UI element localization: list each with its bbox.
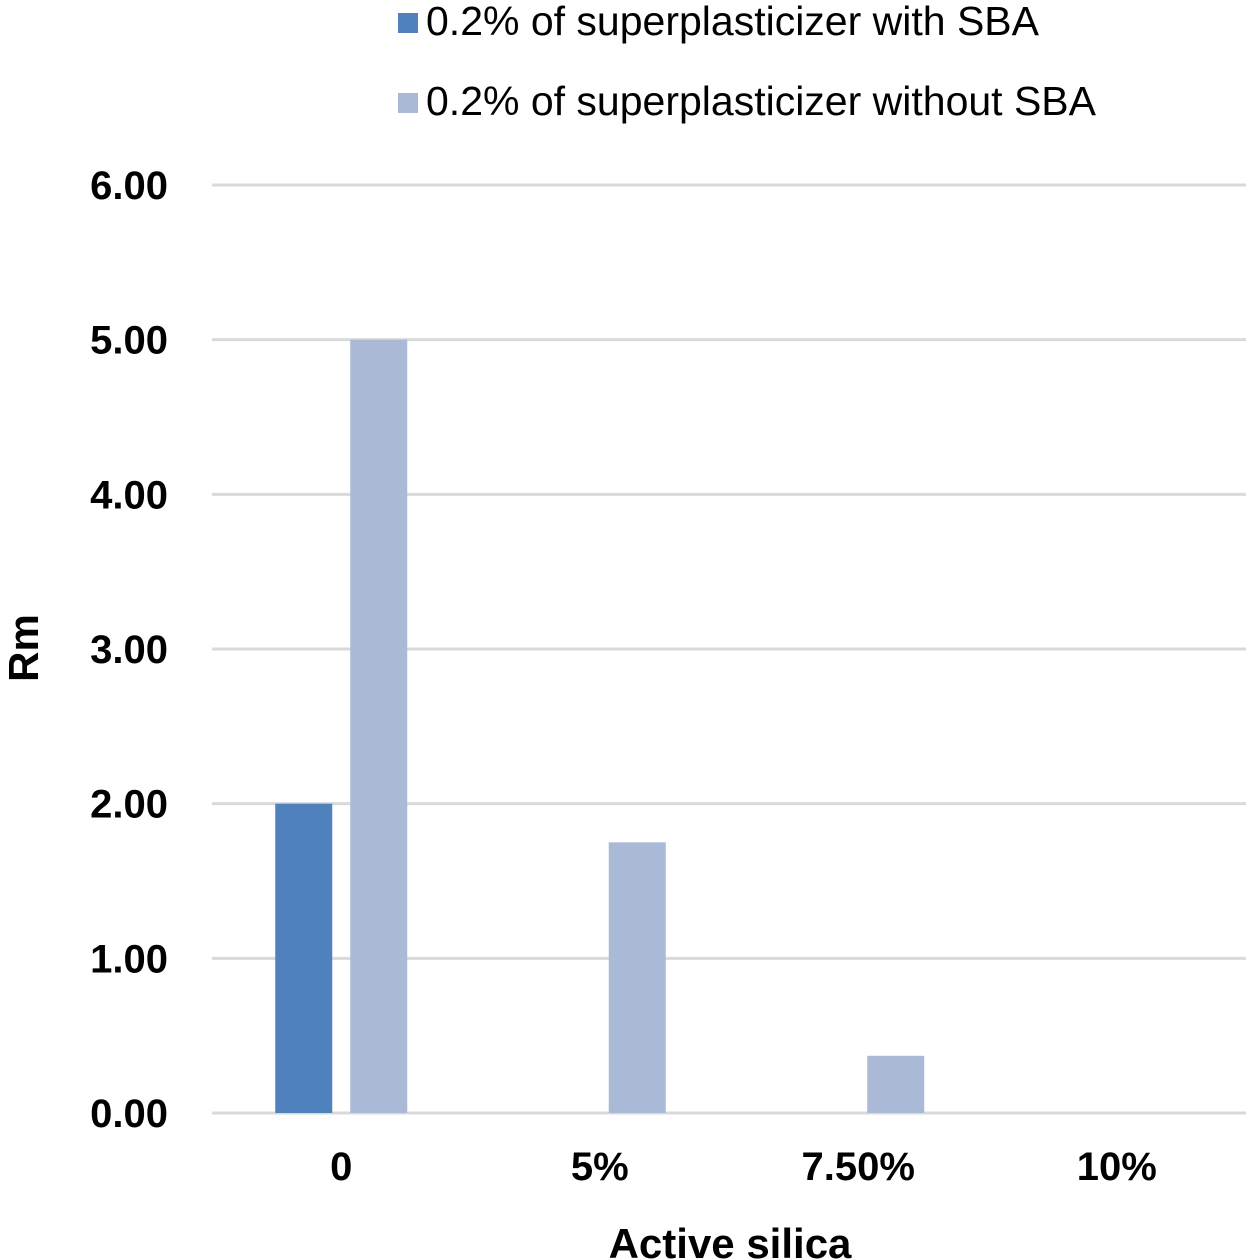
y-tick-label: 6.00 bbox=[90, 164, 168, 208]
legend: 0.2% of superplasticizer with SBA 0.2% o… bbox=[398, 0, 1097, 124]
legend-label-with-sba: 0.2% of superplasticizer with SBA bbox=[426, 0, 1040, 44]
x-tick-label: 7.50% bbox=[802, 1145, 915, 1189]
legend-label-without-sba: 0.2% of superplasticizer without SBA bbox=[426, 78, 1097, 124]
x-tick-label: 10% bbox=[1077, 1145, 1157, 1189]
bar-series-1-category-2 bbox=[867, 1055, 925, 1113]
y-axis-tick-labels: 0.00 1.00 2.00 3.00 4.00 5.00 6.00 bbox=[90, 164, 168, 1136]
x-tick-label: 0 bbox=[330, 1145, 352, 1189]
bar-series-1-category-1 bbox=[608, 842, 666, 1113]
y-tick-label: 0.00 bbox=[90, 1092, 168, 1136]
y-tick-label: 2.00 bbox=[90, 783, 168, 827]
x-axis-title: Active silica bbox=[609, 1220, 852, 1260]
y-axis-title: Rm bbox=[0, 614, 47, 682]
legend-swatch-with-sba bbox=[398, 13, 418, 33]
y-tick-label: 1.00 bbox=[90, 937, 168, 981]
legend-swatch-without-sba bbox=[398, 93, 418, 113]
y-tick-label: 4.00 bbox=[90, 473, 168, 517]
x-axis-tick-labels: 0 5% 7.50% 10% bbox=[330, 1145, 1157, 1189]
bars bbox=[275, 339, 925, 1114]
y-tick-label: 3.00 bbox=[90, 628, 168, 672]
bar-series-0-category-0 bbox=[275, 803, 333, 1113]
bar-series-1-category-0 bbox=[350, 339, 408, 1114]
x-tick-label: 5% bbox=[571, 1145, 629, 1189]
y-tick-label: 5.00 bbox=[90, 319, 168, 363]
